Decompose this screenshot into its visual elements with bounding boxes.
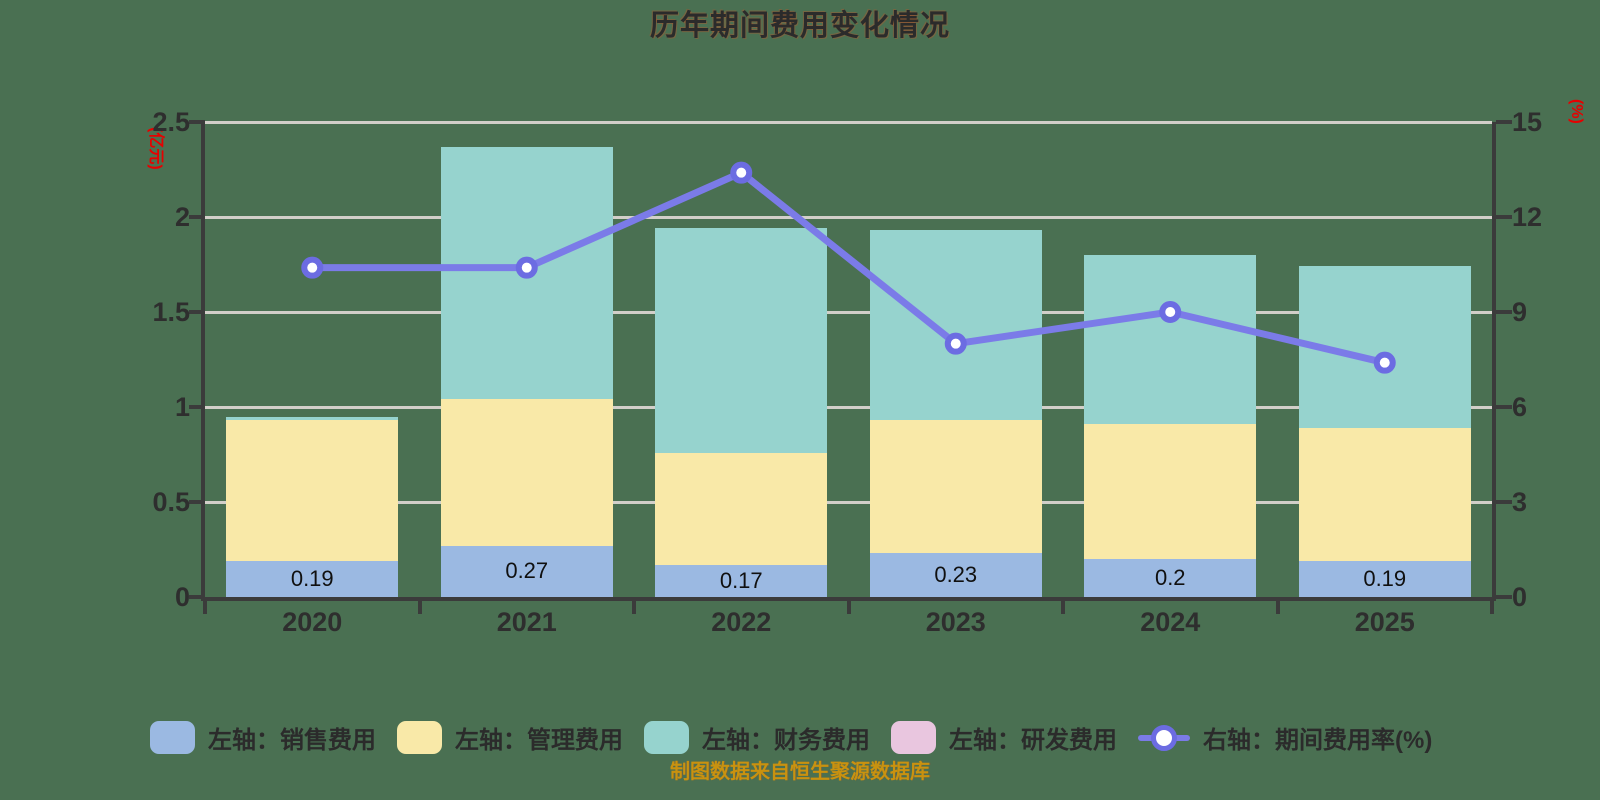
y-axis-tick-label-left: 1.5 xyxy=(152,297,190,327)
y-axis-left xyxy=(201,122,205,601)
line-marker-2020 xyxy=(301,256,324,279)
legend-item-finance[interactable]: 左轴：财务费用 xyxy=(644,720,870,755)
x-axis-tick xyxy=(1275,601,1280,614)
gridline xyxy=(205,216,1492,219)
x-axis-tick-label: 2023 xyxy=(925,607,986,637)
bar-segment-sales-2025 xyxy=(1298,560,1471,597)
bar-segment-admin-2021 xyxy=(440,399,613,546)
bar-segment-finance-2023 xyxy=(869,230,1042,421)
y-axis-tick-label-left: 0 xyxy=(174,582,190,612)
x-axis-tick-label: 2020 xyxy=(282,607,343,637)
y-axis-tick-label-right: 9 xyxy=(1512,297,1528,327)
x-axis-tick-label: 2024 xyxy=(1140,607,1201,637)
y-axis-tick-label-left: 2.5 xyxy=(152,107,190,137)
legend-swatch-sales xyxy=(150,721,195,754)
x-axis-tick-label: 2021 xyxy=(496,607,557,637)
x-axis-tick xyxy=(632,601,636,614)
bar-segment-finance-2020 xyxy=(226,416,399,421)
legend-line-marker-rate xyxy=(1138,721,1190,754)
legend-swatch-rd xyxy=(891,721,936,754)
bar-value-label-2023: 0.23 xyxy=(934,562,978,588)
y-axis-tick-left xyxy=(189,120,205,124)
y-axis-tick-right xyxy=(1496,310,1512,314)
y-axis-tick-label-right: 0 xyxy=(1512,582,1528,612)
legend-circle-rate xyxy=(1151,724,1177,751)
legend-label-sales: 左轴：销售费用 xyxy=(208,727,376,754)
y-axis-tick-label-left: 2 xyxy=(174,202,190,232)
gridline xyxy=(205,501,1492,504)
bar-segment-sales-2023 xyxy=(869,553,1042,597)
line-marker-2024 xyxy=(1159,301,1182,323)
bar-segment-sales-2024 xyxy=(1084,559,1257,597)
bar-segment-admin-2023 xyxy=(869,420,1042,554)
line-marker-2021 xyxy=(515,256,538,279)
legend-label-rate: 右轴：期间费用率(%) xyxy=(1203,727,1433,754)
y-axis-tick-right xyxy=(1496,595,1512,599)
legend-label-rd: 左轴：研发费用 xyxy=(949,727,1117,754)
gridline xyxy=(205,406,1492,409)
bar-value-label-2025: 0.19 xyxy=(1363,565,1407,591)
legend-swatch-admin xyxy=(397,721,442,754)
y-axis-tick-left xyxy=(189,405,205,409)
bar-segment-finance-2022 xyxy=(655,228,828,453)
chart-subtitle: 制图数据来自恒生聚源数据库 xyxy=(670,761,930,783)
y-axis-right xyxy=(1492,122,1496,601)
legend-swatch-finance xyxy=(644,721,689,754)
gridline xyxy=(205,121,1492,124)
y-axis-tick-left xyxy=(189,595,205,599)
y-axis-tick-label-right: 6 xyxy=(1512,392,1528,422)
y-axis-tick-right xyxy=(1496,500,1512,504)
bar-value-label-2020: 0.19 xyxy=(290,565,334,591)
bar-value-label-2022: 0.17 xyxy=(719,567,763,593)
y-axis-tick-label-right: 15 xyxy=(1512,107,1543,137)
bar-segment-sales-2022 xyxy=(655,564,828,597)
x-axis-tick-label: 2022 xyxy=(711,607,772,637)
legend-label-finance: 左轴：财务费用 xyxy=(702,727,870,754)
x-axis-tick xyxy=(1061,601,1065,614)
y-axis-tick-label-right: 12 xyxy=(1512,202,1543,232)
legend-item-rd[interactable]: 左轴：研发费用 xyxy=(891,720,1117,755)
bar-segment-admin-2025 xyxy=(1298,427,1471,561)
legend-item-sales[interactable]: 左轴：销售费用 xyxy=(150,720,376,755)
legend-item-admin[interactable]: 左轴：管理费用 xyxy=(397,720,623,755)
y-axis-tick-right xyxy=(1496,120,1512,124)
bar-value-label-2021: 0.27 xyxy=(505,558,549,584)
line-marker-2025 xyxy=(1373,351,1396,374)
line-marker-2022 xyxy=(730,161,753,184)
legend: 左轴：销售费用 左轴：管理费用 左轴：财务费用 左轴：研发费用 右轴：期间费用率(%) xyxy=(150,720,1432,755)
bar-value-label-2024: 0.2 xyxy=(1154,565,1186,590)
bar-segment-admin-2020 xyxy=(226,420,399,561)
x-axis-tick xyxy=(846,601,851,614)
x-axis-tick xyxy=(1490,601,1494,614)
y-axis-tick-left xyxy=(189,310,205,314)
y-axis-tick-left xyxy=(189,215,205,219)
legend-item-rate[interactable]: 右轴：期间费用率(%) xyxy=(1138,720,1432,755)
bar-segment-admin-2022 xyxy=(655,452,828,565)
gridline xyxy=(205,311,1492,314)
chart-title: 历年期间费用变化情况 xyxy=(649,10,950,42)
bar-segment-admin-2024 xyxy=(1084,424,1257,559)
y-axis-tick-label-left: 0.5 xyxy=(152,487,190,517)
y-axis-tick-right xyxy=(1496,215,1512,219)
expense-ratio-line xyxy=(308,169,1389,367)
y-axis-tick-label-right: 3 xyxy=(1512,487,1528,517)
x-axis-tick xyxy=(417,601,422,614)
y-axis-tick-left xyxy=(189,500,205,504)
bar-segment-sales-2021 xyxy=(440,545,613,597)
x-axis-tick xyxy=(203,601,207,614)
bar-segment-finance-2024 xyxy=(1084,255,1257,425)
x-axis xyxy=(201,597,1496,601)
line-marker-2023 xyxy=(944,332,967,355)
y-axis-tick-label-left: 1 xyxy=(174,392,190,422)
x-axis-tick-label: 2025 xyxy=(1354,607,1415,637)
y-axis-tick-right xyxy=(1496,405,1512,409)
legend-label-admin: 左轴：管理费用 xyxy=(455,727,623,754)
bar-segment-sales-2020 xyxy=(226,560,399,597)
